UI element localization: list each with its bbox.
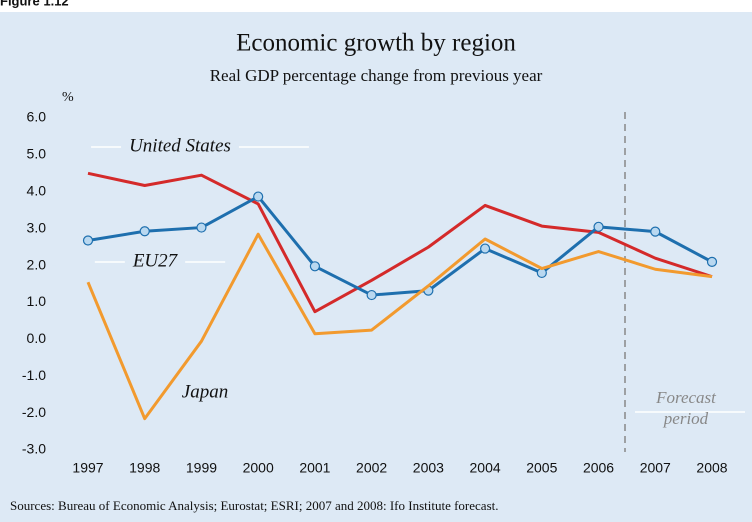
- x-tick-label: 2006: [583, 460, 614, 476]
- y-unit: %: [62, 90, 74, 105]
- series-line: [86, 232, 713, 421]
- series-line: [87, 195, 713, 297]
- chart-subtitle: Real GDP percentage change from previous…: [210, 66, 543, 85]
- data-point: [82, 235, 94, 246]
- legend-label: United States: [129, 135, 231, 156]
- x-tick-label: 2002: [356, 460, 387, 476]
- x-tick-label: 1998: [129, 460, 160, 476]
- legend-label: EU27: [132, 250, 179, 271]
- x-tick-label: 2003: [413, 460, 444, 476]
- data-point: [706, 256, 718, 267]
- data-point: [253, 191, 264, 202]
- y-tick-label: 3.0: [27, 219, 47, 235]
- y-tick-label: 4.0: [27, 182, 47, 198]
- source-note: Sources: Bureau of Economic Analysis; Eu…: [10, 498, 499, 513]
- x-tick-label: 2000: [243, 460, 274, 476]
- data-point: [309, 261, 321, 272]
- x-tick-label: 2004: [470, 460, 501, 476]
- y-tick-label: -3.0: [22, 441, 46, 457]
- forecast-label: Forecast period: [655, 388, 717, 428]
- figure-label: Figure 1.12: [0, 0, 69, 8]
- x-tick-label: 1997: [72, 460, 103, 476]
- y-tick-label: 2.0: [27, 256, 47, 272]
- x-tick-label: 2008: [696, 460, 727, 476]
- y-tick-label: 1.0: [27, 293, 47, 309]
- y-tick-label: 0.0: [27, 330, 47, 346]
- data-point: [196, 222, 207, 233]
- x-tick-label: 2005: [526, 460, 557, 476]
- legend-label: Japan: [182, 381, 228, 402]
- y-tick-label: 5.0: [27, 146, 47, 162]
- x-tick-label: 2007: [640, 460, 671, 476]
- series-line: [87, 171, 713, 314]
- y-tick-label: -2.0: [22, 404, 46, 420]
- data-point: [139, 226, 150, 237]
- data-point: [479, 243, 491, 254]
- y-tick-label: -1.0: [22, 367, 46, 383]
- data-point: [593, 221, 604, 232]
- chart-title: Economic growth by region: [236, 30, 516, 57]
- data-point: [366, 289, 377, 301]
- y-tick-label: 6.0: [27, 109, 47, 125]
- x-tick-label: 1999: [186, 460, 217, 476]
- data-point: [650, 226, 661, 237]
- background: [0, 12, 752, 522]
- x-tick-label: 2001: [299, 460, 330, 476]
